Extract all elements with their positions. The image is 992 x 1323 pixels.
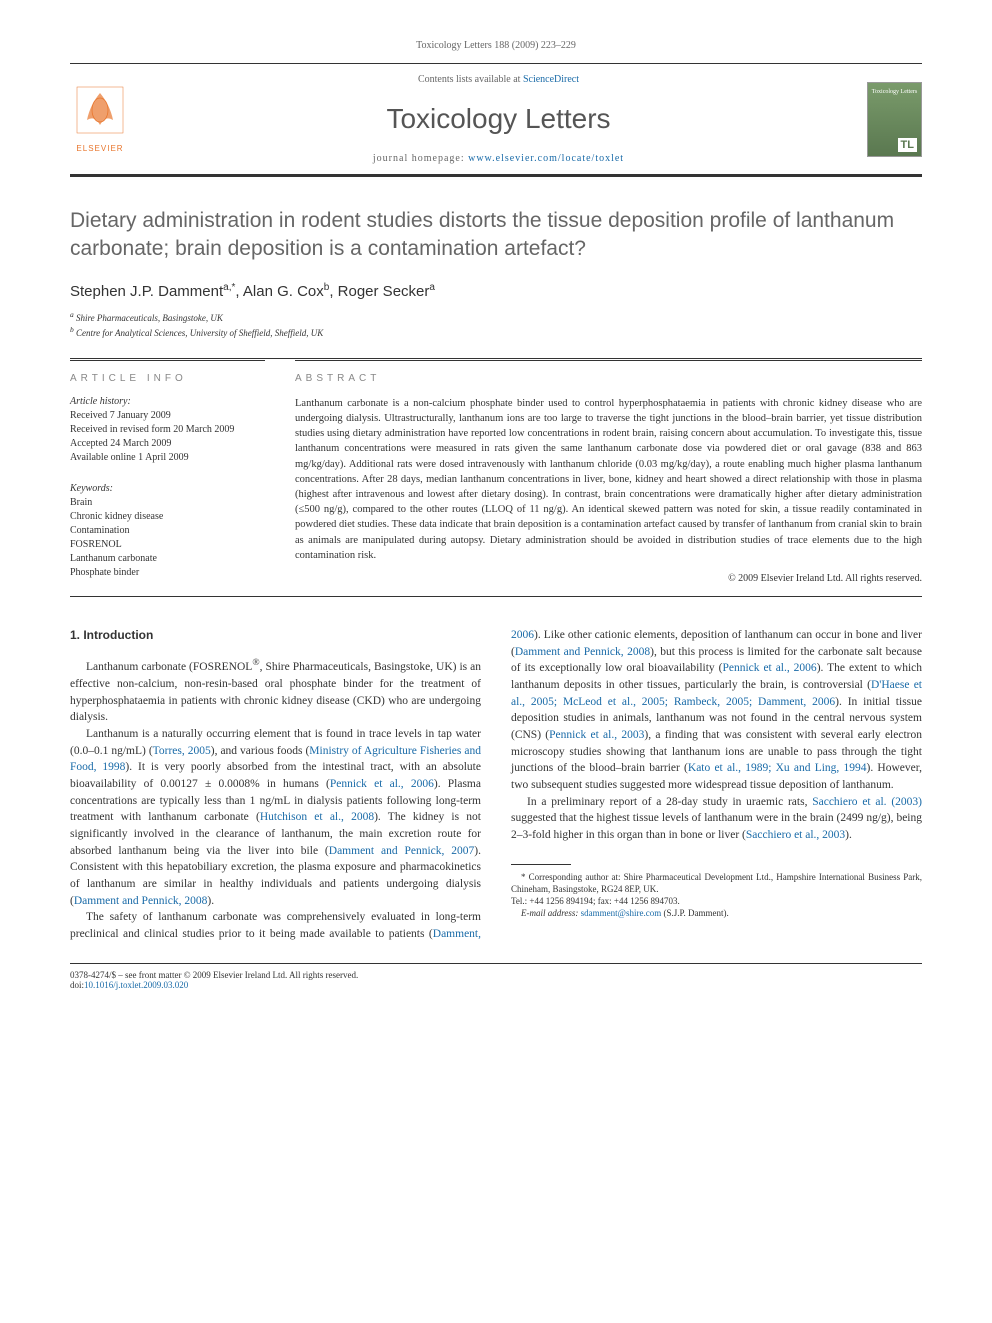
history-item: Received 7 January 2009 <box>70 409 265 423</box>
introduction-heading: 1. Introduction <box>70 627 481 644</box>
article-body: 1. Introduction Lanthanum carbonate (FOS… <box>70 627 922 943</box>
elsevier-label: ELSEVIER <box>70 144 130 153</box>
doi-label: doi: <box>70 980 84 990</box>
journal-reference: Toxicology Letters 188 (2009) 223–229 <box>70 40 922 51</box>
body-paragraph: In a preliminary report of a 28-day stud… <box>511 794 922 844</box>
affiliations: a Shire Pharmaceuticals, Basingstoke, UK… <box>70 310 922 338</box>
footnote-separator <box>511 864 571 865</box>
keywords-label: Keywords: <box>70 483 265 494</box>
email-suffix: (S.J.P. Damment). <box>661 908 729 918</box>
email-link[interactable]: sdamment@shire.com <box>581 908 662 918</box>
abstract-label: ABSTRACT <box>295 373 922 384</box>
article-info-label: ARTICLE INFO <box>70 373 265 384</box>
affiliation: b Centre for Analytical Sciences, Univer… <box>70 325 922 338</box>
history-item: Received in revised form 20 March 2009 <box>70 423 265 437</box>
history-label: Article history: <box>70 396 265 407</box>
abstract-column: ABSTRACT Lanthanum carbonate is a non-ca… <box>295 360 922 596</box>
homepage-label: journal homepage: <box>373 153 468 164</box>
sciencedirect-link[interactable]: ScienceDirect <box>523 74 579 85</box>
cover-title: Toxicology Letters <box>868 89 921 95</box>
corresponding-author-footnote: * Corresponding author at: Shire Pharmac… <box>511 871 922 895</box>
article-info-column: ARTICLE INFO Article history: Received 7… <box>70 360 265 596</box>
doi-link[interactable]: 10.1016/j.toxlet.2009.03.020 <box>84 980 188 990</box>
affiliation: a Shire Pharmaceuticals, Basingstoke, UK <box>70 310 922 323</box>
bottom-meta: 0378-4274/$ – see front matter © 2009 El… <box>70 963 922 990</box>
issn-line: 0378-4274/$ – see front matter © 2009 El… <box>70 970 922 980</box>
footnote-tel: Tel.: +44 1256 894194; fax: +44 1256 894… <box>511 895 922 907</box>
keyword-item: Phosphate binder <box>70 566 265 580</box>
cover-badge: TL <box>898 138 917 152</box>
history-item: Available online 1 April 2009 <box>70 451 265 465</box>
doi-line: doi:10.1016/j.toxlet.2009.03.020 <box>70 980 922 990</box>
elsevier-logo: ELSEVIER <box>70 85 130 153</box>
journal-name: Toxicology Letters <box>150 103 847 135</box>
body-paragraph: Lanthanum is a naturally occurring eleme… <box>70 726 481 909</box>
homepage-line: journal homepage: www.elsevier.com/locat… <box>150 153 847 164</box>
keyword-item: Contamination <box>70 524 265 538</box>
keyword-item: FOSRENOL <box>70 538 265 552</box>
keyword-item: Lanthanum carbonate <box>70 552 265 566</box>
keyword-item: Chronic kidney disease <box>70 510 265 524</box>
contents-available-line: Contents lists available at ScienceDirec… <box>150 74 847 85</box>
keyword-item: Brain <box>70 496 265 510</box>
journal-cover-thumbnail: Toxicology Letters TL <box>867 82 922 157</box>
homepage-link[interactable]: www.elsevier.com/locate/toxlet <box>468 153 624 164</box>
article-title: Dietary administration in rodent studies… <box>70 207 922 264</box>
author-list: Stephen J.P. Dammenta,*, Alan G. Coxb, R… <box>70 282 922 300</box>
contents-text: Contents lists available at <box>418 74 523 85</box>
body-paragraph: Lanthanum carbonate (FOSRENOL®, Shire Ph… <box>70 656 481 726</box>
footnote-email: E-mail address: sdamment@shire.com (S.J.… <box>511 907 922 919</box>
history-item: Accepted 24 March 2009 <box>70 437 265 451</box>
journal-header: ELSEVIER Contents lists available at Sci… <box>70 63 922 177</box>
abstract-copyright: © 2009 Elsevier Ireland Ltd. All rights … <box>295 573 922 584</box>
email-label: E-mail address: <box>521 908 581 918</box>
abstract-text: Lanthanum carbonate is a non-calcium pho… <box>295 396 922 563</box>
